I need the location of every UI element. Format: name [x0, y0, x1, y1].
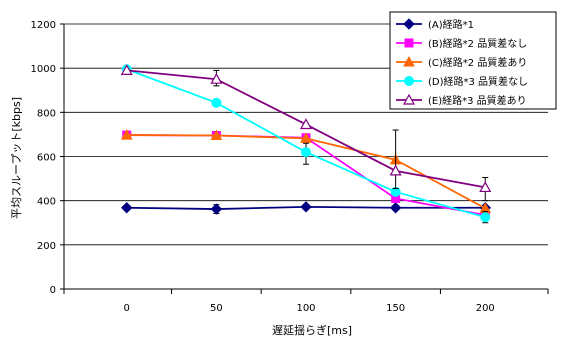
data-point-2-0: [120, 129, 133, 140]
data-point-3-4: [480, 212, 491, 223]
legend-marker-4: [402, 93, 416, 105]
legend-label-1: (B)経路*2 品質差なし: [428, 37, 527, 50]
y-tick-label-5: 1000: [31, 64, 56, 75]
data-point-4-2: [299, 118, 313, 130]
y-tick-label-1: 200: [37, 241, 56, 252]
data-point-0-2: [300, 201, 312, 213]
x-tick-label-3: 150: [386, 303, 405, 314]
series-4: [120, 64, 492, 202]
legend-label-0: (A)経路*1: [428, 18, 474, 31]
legend-marker-1: [404, 38, 414, 48]
data-point-3-1: [211, 97, 222, 108]
x-tick-label-1: 50: [210, 303, 223, 314]
data-point-2-2: [300, 132, 312, 143]
series-group: [120, 64, 492, 224]
y-tick-label-6: 1200: [31, 20, 56, 31]
x-tick-label-0: 0: [124, 303, 130, 314]
legend-box: [389, 11, 557, 110]
x-tick-label-4: 200: [476, 303, 495, 314]
legend: (A)経路*1 (B)経路*2 品質差なし (C)経路*2 品質差あり (D)経路*3…: [389, 11, 557, 110]
data-point-4-3: [389, 164, 402, 176]
x-tick-label-2: 100: [296, 303, 315, 314]
y-tick-label-2: 400: [37, 197, 56, 208]
legend-label-4: (E)経路*3 品質差あり: [428, 94, 527, 107]
series-3: [121, 64, 491, 224]
data-point-2-1: [210, 129, 223, 141]
legend-marker-2: [403, 55, 415, 67]
data-point-0-1: [210, 203, 223, 215]
data-point-0-3: [389, 202, 402, 214]
data-point-4-4: [479, 181, 492, 193]
data-point-4-1: [210, 72, 223, 84]
legend-label-2: (C)経路*2 品質差あり: [428, 56, 527, 69]
y-tick-label-4: 800: [37, 108, 56, 119]
legend-marker-3: [404, 76, 414, 86]
legend-label-3: (D)経路*3 品質差なし: [428, 75, 528, 88]
y-tick-label-0: 0: [50, 285, 56, 296]
data-point-4-0: [120, 64, 133, 75]
legend-marker-0: [403, 18, 415, 30]
series-2: [120, 129, 492, 213]
y-axis-title: 平均スループット[kbps]: [10, 97, 23, 219]
axes: 0 200 400 600 800 1000 1200 0 50 100 150 200: [31, 20, 549, 314]
y-tick-label-3: 600: [37, 153, 56, 164]
data-point-3-2: [301, 147, 311, 158]
x-axis-title: 遅延揺らぎ[ms]: [272, 323, 352, 337]
data-point-0-0: [121, 202, 133, 214]
